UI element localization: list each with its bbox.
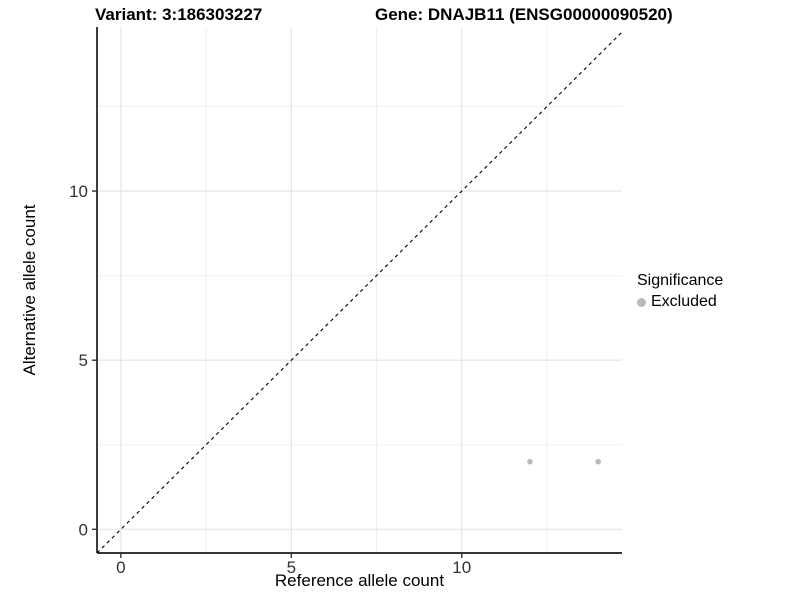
legend-item-excluded: Excluded [637,293,723,311]
x-tick-label: 5 [287,558,296,577]
y-tick-label: 0 [79,520,88,539]
variant-title: Variant: 3:186303227 [95,5,263,24]
identity-reference-line [96,31,623,554]
x-tick-label: 0 [116,558,125,577]
legend-title: Significance [637,272,724,289]
x-axis-title: Reference allele count [274,571,445,590]
x-tick-label: 10 [452,558,471,577]
y-tick-label: 10 [69,182,88,201]
y-axis-title: Alternative allele count [20,204,39,376]
data-point [595,458,601,465]
data-point [527,458,533,465]
legend-item-label: Excluded [651,293,717,310]
y-tick-label: 5 [79,351,88,370]
gene-title: Gene: DNAJB11 (ENSG00000090520) [375,5,673,24]
legend: Significance Excluded [637,272,723,311]
excluded-point-icon [637,297,646,307]
